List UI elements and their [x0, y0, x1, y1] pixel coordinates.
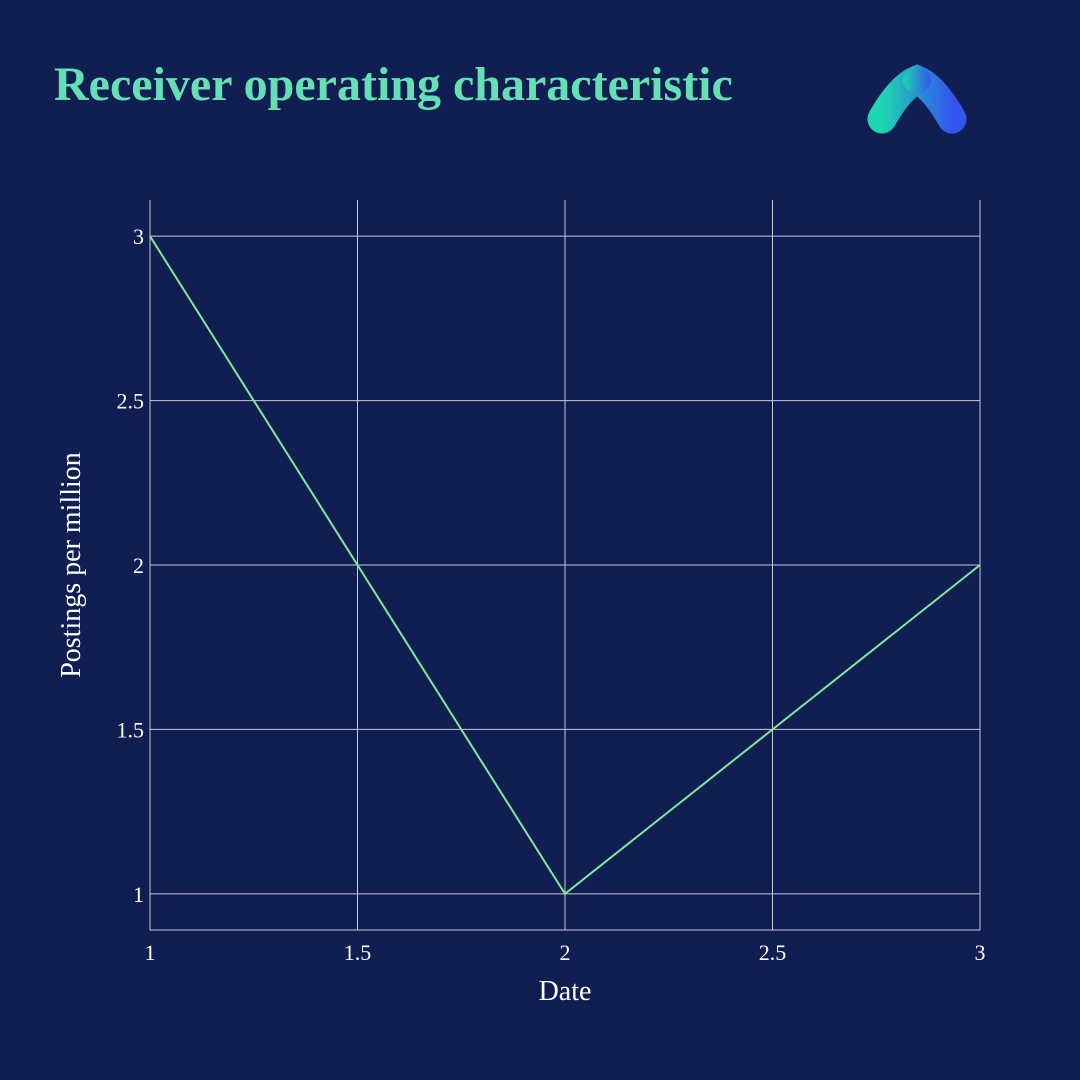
- x-tick-label: 1.5: [344, 940, 372, 965]
- x-tick-labels: 1 1.5 2 2.5 3: [145, 940, 986, 965]
- y-tick-labels: 1 1.5 2 2.5 3: [117, 224, 145, 907]
- x-tick-label: 2.5: [759, 940, 787, 965]
- x-tick-label: 1: [145, 940, 156, 965]
- axes: [149, 200, 980, 931]
- y-tick-label: 3: [133, 224, 144, 249]
- y-axis-title: Postings per million: [56, 452, 87, 678]
- y-tick-label: 1.5: [117, 717, 145, 742]
- y-tick-label: 1: [133, 882, 144, 907]
- x-tick-label: 2: [560, 940, 571, 965]
- brand-logo-icon: [867, 64, 967, 134]
- series-layer: [149, 235, 981, 896]
- series-line-0: [149, 235, 981, 896]
- x-axis-title: Date: [539, 976, 592, 1007]
- x-tick-label: 3: [975, 940, 986, 965]
- y-tick-label: 2: [133, 553, 144, 578]
- chart-title: Receiver operating characteristic: [54, 58, 733, 111]
- y-tick-label: 2.5: [117, 389, 145, 414]
- gridlines: [150, 200, 981, 930]
